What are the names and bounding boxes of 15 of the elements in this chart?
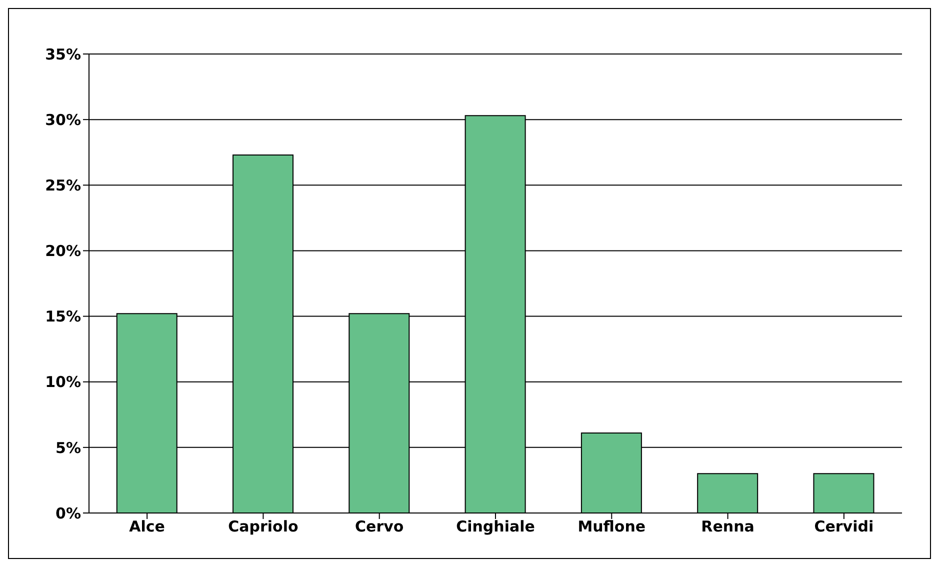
y-tick-label: 20% — [45, 242, 81, 260]
y-tick-label: 5% — [56, 438, 81, 457]
x-tick-label: Muflone — [578, 518, 646, 536]
x-tick-label: Cervo — [355, 518, 404, 536]
y-tick-label: 15% — [45, 308, 81, 326]
y-tick-label: 25% — [45, 176, 81, 194]
y-tick-label: 10% — [45, 373, 81, 392]
x-tick-label: Cinghiale — [456, 518, 535, 536]
y-tick-label: 30% — [45, 110, 81, 129]
x-tick-label: Alce — [129, 518, 165, 536]
x-tick-label: Capriolo — [228, 518, 298, 536]
x-tick-label: Cervidi — [814, 518, 874, 536]
y-tick-label: 35% — [45, 45, 81, 64]
y-tick-label: 0% — [56, 504, 81, 522]
x-tick-label: Renna — [701, 518, 754, 536]
